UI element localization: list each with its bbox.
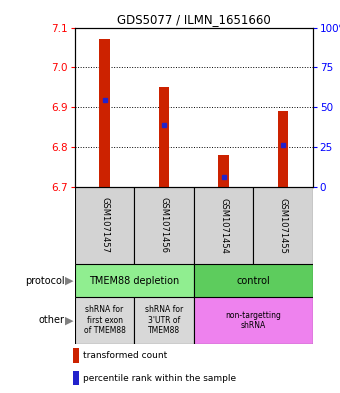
Text: shRNA for
first exon
of TMEM88: shRNA for first exon of TMEM88 xyxy=(84,305,125,335)
Text: GSM1071456: GSM1071456 xyxy=(159,197,169,253)
Bar xyxy=(218,155,229,187)
Text: shRNA for
3'UTR of
TMEM88: shRNA for 3'UTR of TMEM88 xyxy=(145,305,183,335)
Text: transformed count: transformed count xyxy=(83,351,167,360)
Text: GSM1071455: GSM1071455 xyxy=(278,198,288,253)
Title: GDS5077 / ILMN_1651660: GDS5077 / ILMN_1651660 xyxy=(117,13,271,26)
Bar xyxy=(134,187,194,264)
Bar xyxy=(75,264,194,297)
Text: control: control xyxy=(236,275,270,286)
Bar xyxy=(194,187,253,264)
Text: GSM1071457: GSM1071457 xyxy=(100,197,109,253)
Bar xyxy=(99,39,110,187)
Bar xyxy=(75,297,134,344)
Bar xyxy=(73,371,79,386)
Text: ▶: ▶ xyxy=(65,275,73,286)
Bar xyxy=(194,264,313,297)
Bar xyxy=(134,297,194,344)
Text: non-targetting
shRNA: non-targetting shRNA xyxy=(225,311,281,330)
Bar xyxy=(75,187,134,264)
Bar xyxy=(194,297,313,344)
Bar xyxy=(159,87,169,187)
Text: protocol: protocol xyxy=(25,275,65,286)
Bar xyxy=(278,111,288,187)
Bar xyxy=(253,187,313,264)
Text: ▶: ▶ xyxy=(65,315,73,325)
Bar xyxy=(73,349,79,363)
Text: other: other xyxy=(39,315,65,325)
Text: TMEM88 depletion: TMEM88 depletion xyxy=(89,275,180,286)
Text: percentile rank within the sample: percentile rank within the sample xyxy=(83,374,236,383)
Text: GSM1071454: GSM1071454 xyxy=(219,198,228,253)
